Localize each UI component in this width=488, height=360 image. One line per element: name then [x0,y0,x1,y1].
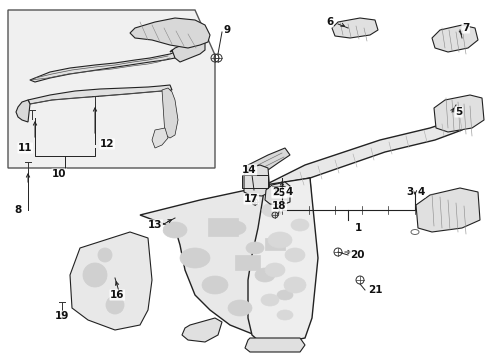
Polygon shape [415,188,479,232]
Polygon shape [182,318,222,342]
Text: 15: 15 [271,188,286,198]
Polygon shape [264,118,461,198]
Polygon shape [162,88,178,138]
Bar [264,238,285,250]
Text: 3: 3 [405,187,412,197]
Polygon shape [247,178,317,345]
Polygon shape [331,18,377,38]
Text: 12: 12 [100,139,114,149]
Ellipse shape [224,221,245,235]
Text: 5: 5 [454,107,461,117]
Ellipse shape [276,310,292,320]
Polygon shape [244,165,269,196]
Ellipse shape [180,248,209,268]
Text: 21: 21 [367,285,382,295]
Text: 10: 10 [52,169,66,179]
Polygon shape [16,100,30,122]
Text: 2: 2 [271,187,279,197]
Polygon shape [70,232,152,330]
Polygon shape [8,10,215,168]
Ellipse shape [202,276,227,294]
Polygon shape [152,128,168,148]
Ellipse shape [227,300,251,316]
Polygon shape [170,35,204,62]
Polygon shape [130,18,209,48]
Polygon shape [433,95,483,132]
Circle shape [106,296,124,314]
Ellipse shape [262,203,282,217]
Circle shape [83,263,107,287]
Ellipse shape [163,222,186,238]
Ellipse shape [254,268,274,282]
Text: 4: 4 [417,187,425,197]
Text: 4: 4 [285,187,292,197]
Bar [235,255,260,270]
Polygon shape [431,25,477,52]
Ellipse shape [245,242,264,254]
Polygon shape [28,85,172,104]
Bar [207,218,238,236]
Text: 14: 14 [242,165,256,175]
Polygon shape [140,178,314,338]
Ellipse shape [285,248,305,262]
Ellipse shape [264,263,285,277]
Ellipse shape [290,219,308,231]
Text: 11: 11 [18,143,32,153]
Text: 16: 16 [110,290,124,300]
Text: 9: 9 [224,25,231,35]
Ellipse shape [284,277,305,293]
Polygon shape [247,148,289,178]
Ellipse shape [267,232,291,248]
Ellipse shape [276,290,292,300]
Text: 18: 18 [271,201,286,211]
Text: 20: 20 [349,250,364,260]
Text: 17: 17 [244,194,258,204]
Polygon shape [264,182,289,205]
Ellipse shape [261,294,279,306]
Text: 7: 7 [461,23,468,33]
Text: 6: 6 [325,17,332,27]
Polygon shape [30,52,175,82]
Polygon shape [244,338,305,352]
Text: 1: 1 [354,223,362,233]
Text: 13: 13 [148,220,162,230]
Circle shape [98,248,112,262]
Text: 19: 19 [55,311,69,321]
Text: 8: 8 [14,205,21,215]
